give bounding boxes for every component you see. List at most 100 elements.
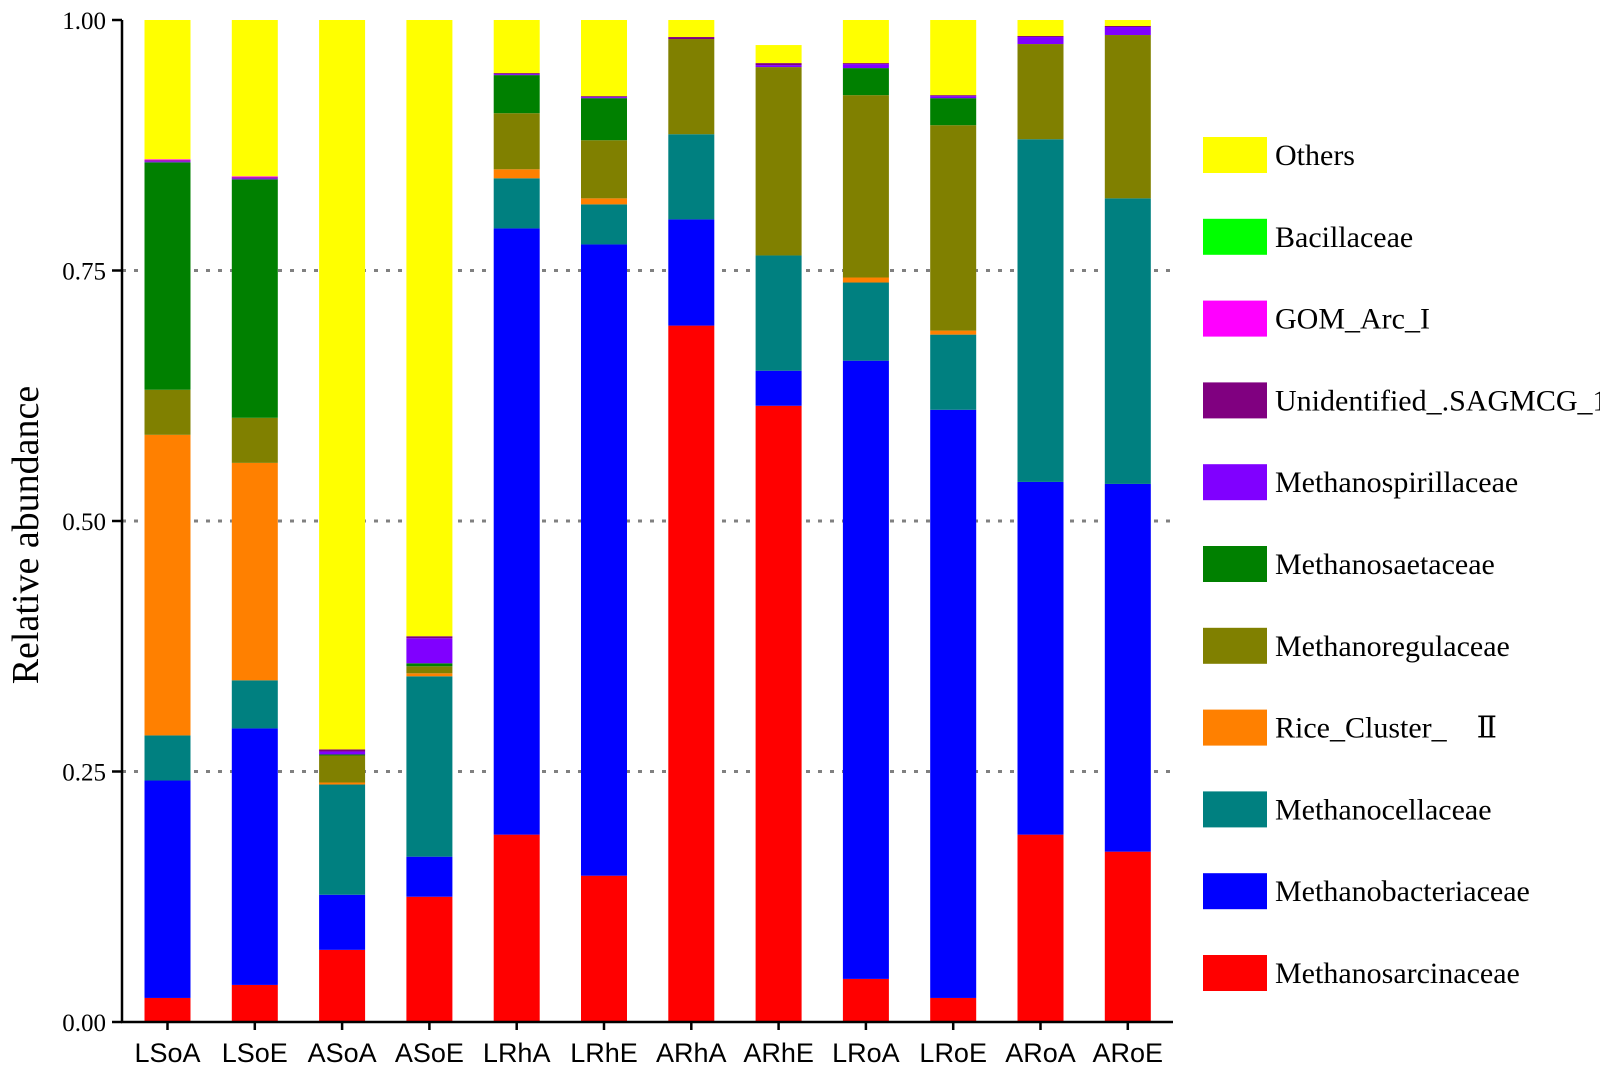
- bar-segment-asoe-methanosarcinaceae: [406, 896, 453, 1022]
- legend-label: Methanobacteriaceae: [1275, 875, 1530, 908]
- bar-segment-aroe-methanosarcinaceae: [1104, 851, 1151, 1022]
- bar-segment-lroa-methanosarcinaceae: [842, 978, 889, 1022]
- legend-swatch: [1203, 382, 1267, 419]
- bar-segment-aroa-methanobacteriaceae: [1017, 481, 1064, 835]
- legend-label: Methanocellaceae: [1275, 793, 1492, 826]
- bar-segment-lrha-methanobacteriaceae: [493, 228, 540, 835]
- bar-stack-lsoe: [231, 20, 278, 1022]
- bar-segment-aroe-others: [1104, 20, 1151, 27]
- bar-segment-lrha-others: [493, 20, 540, 74]
- bar-segment-arha-others: [668, 20, 715, 38]
- bar-segment-lrha-methanosaetaceae: [493, 75, 540, 114]
- bar-segment-lrhe-unidentified-sagmcg-1: [581, 96, 627, 98]
- y-tick-label: 1.00: [62, 8, 106, 35]
- bar-segment-lsoa-gom-arc-i: [144, 159, 191, 161]
- bar-segment-asoa-others: [319, 20, 366, 750]
- y-tick-label: 0.25: [62, 760, 106, 787]
- legend-item-methanospirillaceae: Methanospirillaceae: [1203, 464, 1518, 501]
- bar-segment-lrha-rice-cluster: [493, 169, 540, 179]
- bar-segment-lroa-rice-cluster: [842, 277, 889, 283]
- bar-segment-arhe-methanosarcinaceae: [755, 405, 802, 1022]
- bar-segment-asoe-methanoregulaceae: [406, 666, 453, 674]
- bar-segment-lsoa-rice-cluster: [144, 434, 191, 736]
- x-tick-label: ARoA: [1005, 1038, 1076, 1068]
- bar-segment-asoa-methanospirillaceae: [319, 751, 366, 755]
- bar-segment-lroe-rice-cluster: [930, 330, 977, 335]
- y-tick-label: 0.50: [62, 509, 106, 536]
- bar-segment-lroe-methanobacteriaceae: [930, 409, 977, 998]
- bar-stack-aroa: [1017, 20, 1064, 1022]
- legend-item-rice-cluster: Rice_Cluster_ Ⅱ: [1203, 709, 1497, 746]
- x-tick-label: LRoA: [832, 1038, 900, 1068]
- legend-label: Methanoregulaceae: [1275, 630, 1510, 663]
- legend-swatch: [1203, 955, 1267, 991]
- legend-label: Methanosaetaceae: [1275, 548, 1495, 581]
- x-tick-label: ARhE: [743, 1038, 814, 1068]
- bar-segment-lsoa-methanobacteriaceae: [144, 780, 191, 998]
- legend-label: Unidentified_.SAGMCG_1.: [1275, 384, 1600, 417]
- bar-segment-lroe-methanocellaceae: [930, 334, 977, 410]
- bar-segment-lsoe-methanosaetaceae: [231, 179, 278, 418]
- bar-segment-asoe-unidentified-sagmcg-1: [406, 636, 453, 639]
- bar-stack-aroe: [1104, 20, 1151, 1022]
- bar-segment-lrha-unidentified-sagmcg-1: [493, 73, 540, 75]
- bar-segment-lroe-unidentified-sagmcg-1: [930, 95, 977, 97]
- bar-segment-lroe-methanosaetaceae: [930, 98, 977, 126]
- bar-segment-asoe-methanosaetaceae: [406, 663, 453, 667]
- bar-segment-lroe-others: [930, 20, 977, 96]
- bars: [144, 20, 1151, 1022]
- bar-segment-asoe-others: [406, 20, 453, 637]
- bar-stack-arha: [668, 20, 715, 1022]
- bar-segment-aroa-methanoregulaceae: [1017, 44, 1064, 140]
- bar-segment-aroa-others: [1017, 20, 1064, 37]
- bar-segment-lsoa-unidentified-sagmcg-1: [144, 160, 191, 162]
- bar-segment-lroe-methanoregulaceae: [930, 125, 977, 331]
- legend-item-unidentified-sagmcg-1: Unidentified_.SAGMCG_1.: [1203, 382, 1600, 419]
- bar-segment-lroa-methanospirillaceae: [842, 64, 889, 69]
- bar-segment-lsoa-methanoregulaceae: [144, 389, 191, 435]
- bar-segment-arhe-methanospirillaceae: [755, 65, 802, 68]
- bar-segment-lsoe-rice-cluster: [231, 462, 278, 681]
- bar-segment-lrhe-methanobacteriaceae: [581, 244, 627, 876]
- bar-segment-aroe-methanoregulaceae: [1104, 35, 1151, 199]
- bar-segment-lroa-methanoregulaceae: [842, 95, 889, 278]
- bar-segment-lrhe-methanosaetaceae: [581, 98, 627, 141]
- bar-segment-lsoa-methanosarcinaceae: [144, 997, 191, 1022]
- bar-segment-arha-methanobacteriaceae: [668, 219, 715, 326]
- bar-segment-aroe-methanobacteriaceae: [1104, 483, 1151, 852]
- bar-segment-lrhe-rice-cluster: [581, 198, 627, 205]
- legend-label: Bacillaceae: [1275, 221, 1413, 254]
- bar-segment-lroa-unidentified-sagmcg-1: [842, 63, 889, 65]
- bar-stack-asoe: [406, 20, 453, 1022]
- bar-segment-asoa-methanoregulaceae: [319, 755, 366, 783]
- bar-segment-lroe-methanosarcinaceae: [930, 997, 977, 1022]
- x-tick-label: ASoA: [308, 1038, 377, 1068]
- bar-stack-asoa: [319, 20, 366, 1022]
- legend-swatch: [1203, 300, 1267, 337]
- gridlines: [122, 269, 1173, 773]
- legend-item-methanobacteriaceae: Methanobacteriaceae: [1203, 873, 1530, 910]
- bar-segment-lsoe-methanosarcinaceae: [231, 984, 278, 1022]
- bar-segment-lrhe-methanocellaceae: [581, 204, 627, 245]
- bar-segment-arhe-unidentified-sagmcg-1: [755, 63, 802, 66]
- legend-swatch: [1203, 218, 1267, 255]
- bar-stack-lsoa: [144, 20, 191, 1022]
- bar-segment-lrha-methanosarcinaceae: [493, 834, 540, 1022]
- bar-segment-asoe-methanobacteriaceae: [406, 856, 453, 897]
- bar-segment-lsoe-others: [231, 20, 278, 177]
- legend-swatch: [1203, 709, 1267, 746]
- bar-segment-lsoe-methanocellaceae: [231, 680, 278, 729]
- bar-stack-lrha: [493, 20, 540, 1022]
- legend: Others Bacillaceae GOM_Arc_I Unidentified_.…: [1203, 137, 1600, 991]
- legend-swatch: [1203, 546, 1267, 582]
- bar-segment-asoa-methanosarcinaceae: [319, 949, 366, 1022]
- legend-label: Others: [1275, 139, 1355, 172]
- bar-segment-lsoa-methanosaetaceae: [144, 162, 191, 390]
- bar-segment-asoa-unidentified-sagmcg-1: [319, 749, 366, 752]
- bar-segment-aroa-unidentified-sagmcg-1: [1017, 36, 1064, 38]
- bar-segment-arha-methanoregulaceae: [668, 39, 715, 135]
- bar-segment-lrhe-methanospirillaceae: [581, 97, 627, 99]
- bar-segment-lroa-methanosaetaceae: [842, 68, 889, 96]
- legend-label: GOM_Arc_I: [1275, 303, 1430, 336]
- y-tick-label: 0.00: [62, 1010, 106, 1037]
